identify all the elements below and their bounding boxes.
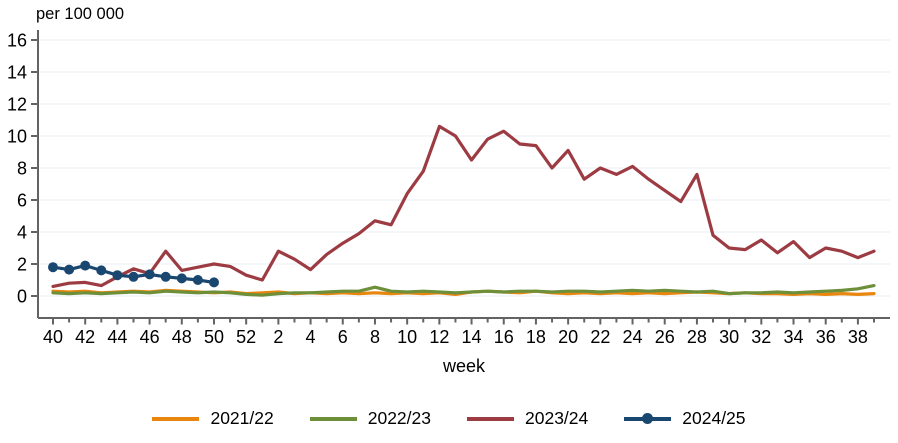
x-axis: 40 42 44 46 48 50 52 2 4 6 8 10 12 14 16 18 20 22 24 26 28 30… — [38, 317, 890, 347]
svg-text:50: 50 — [204, 327, 224, 347]
series-2024-25 — [48, 260, 219, 288]
legend-item-2022-23: 2022/23 — [309, 408, 431, 429]
legend-swatch-2024-25 — [624, 413, 672, 424]
svg-text:10: 10 — [7, 127, 27, 147]
svg-text:36: 36 — [816, 327, 836, 347]
svg-text:52: 52 — [236, 327, 256, 347]
legend-label-2023-24: 2023/24 — [525, 408, 589, 428]
gridlines — [38, 39, 890, 297]
svg-text:34: 34 — [783, 327, 803, 347]
legend-item-2024-25: 2024/25 — [624, 408, 746, 429]
svg-text:38: 38 — [848, 327, 868, 347]
svg-text:18: 18 — [526, 327, 546, 347]
svg-text:12: 12 — [429, 327, 449, 347]
legend-marker-dot — [642, 413, 654, 424]
series-2022-23 — [51, 284, 876, 297]
legend-swatch-2021-22 — [152, 416, 200, 421]
legend-item-2023-24: 2023/24 — [467, 408, 588, 429]
svg-text:4: 4 — [17, 223, 27, 243]
svg-text:30: 30 — [719, 327, 739, 347]
svg-text:2: 2 — [17, 255, 27, 275]
svg-text:22: 22 — [590, 327, 610, 347]
svg-text:16: 16 — [494, 327, 514, 347]
svg-text:26: 26 — [655, 327, 675, 347]
svg-text:4: 4 — [306, 327, 316, 347]
svg-text:6: 6 — [338, 327, 348, 347]
legend-swatch-2023-24 — [467, 416, 514, 421]
svg-text:14: 14 — [7, 63, 27, 83]
chart-legend: 2021/22 2022/23 2023/24 2024/25 — [0, 408, 898, 429]
legend-label-2022-23: 2022/23 — [367, 408, 431, 428]
svg-text:28: 28 — [687, 327, 707, 347]
legend-item-2021-22: 2021/22 — [152, 408, 274, 429]
svg-text:2: 2 — [273, 327, 283, 347]
legend-label-2021-22: 2021/22 — [210, 408, 274, 428]
legend-label-2024-25: 2024/25 — [682, 408, 746, 428]
svg-text:16: 16 — [7, 31, 27, 51]
svg-text:8: 8 — [17, 159, 27, 179]
svg-text:6: 6 — [17, 191, 27, 211]
series-2023-24 — [51, 124, 876, 288]
svg-text:12: 12 — [7, 95, 27, 115]
svg-text:10: 10 — [397, 327, 417, 347]
svg-text:44: 44 — [107, 327, 127, 347]
svg-text:42: 42 — [75, 327, 95, 347]
svg-text:32: 32 — [751, 327, 771, 347]
x-axis-title: week — [442, 356, 486, 376]
svg-text:48: 48 — [172, 327, 192, 347]
y-axis-title: per 100 000 — [36, 5, 125, 23]
svg-text:20: 20 — [558, 327, 578, 347]
svg-text:8: 8 — [370, 327, 380, 347]
legend-swatch-2022-23 — [309, 416, 357, 421]
svg-text:40: 40 — [43, 327, 63, 347]
svg-text:24: 24 — [623, 327, 643, 347]
svg-text:46: 46 — [140, 327, 160, 347]
svg-text:0: 0 — [17, 287, 27, 307]
y-axis: 0 2 4 6 8 10 12 14 16 — [7, 30, 39, 318]
svg-text:14: 14 — [462, 327, 482, 347]
